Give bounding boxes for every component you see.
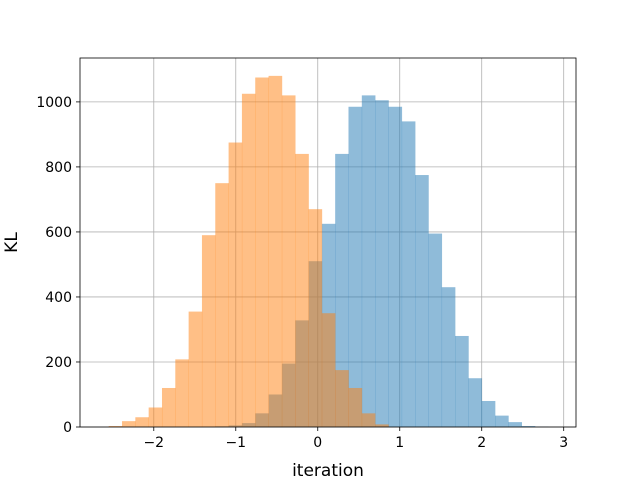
plot-frame [79,57,577,428]
histogram-bar [321,313,336,427]
histogram-bar [481,400,496,427]
histogram-bar [268,75,283,428]
y-axis-label: KL [2,232,22,253]
x-tick-label: 3 [559,435,568,451]
histogram-bar [375,100,389,428]
histogram-bar [122,421,136,427]
histogram-bar [241,93,256,427]
y-tick-label: 0 [63,420,72,436]
histogram-bar [295,153,309,428]
histogram-bar [255,77,269,428]
histogram-bar [521,426,536,427]
histogram-bar [335,153,349,428]
histogram-bar [188,311,203,427]
histogram-bar [361,95,376,427]
x-tick-label: 1 [395,435,404,451]
histogram-bar [348,106,363,428]
histogram-bar [228,142,243,428]
histogram-bar [361,413,376,427]
histogram-bar [388,106,403,428]
histogram-bar [495,415,509,427]
x-tick-label: 2 [477,435,486,451]
histogram-bar [108,426,123,427]
histogram-bar [161,387,176,427]
histogram-bar [281,95,296,427]
histogram-bar [375,424,389,427]
histogram-bars [108,75,549,428]
x-tick-label: −1 [225,435,246,451]
histogram-bar [175,359,189,427]
y-tick-label: 1000 [36,95,72,111]
histogram-bar [401,121,416,427]
x-tick-label: 0 [313,435,322,451]
histogram-bar [415,175,429,427]
histogram-bar [441,287,456,427]
histogram-bar [348,387,363,427]
y-tick-label: 800 [45,160,72,176]
histogram-bar [135,417,149,427]
histogram-bar [201,235,216,427]
y-tick-label: 600 [45,225,72,241]
histogram-bar [508,422,522,427]
y-axis-ticks: 0 200 400 600 800 1000 [36,95,80,436]
histogram-bar [148,407,163,427]
histogram-bar [308,209,323,427]
histogram-bar [335,370,349,427]
x-tick-label: −2 [143,435,164,451]
histogram-bar [428,233,443,427]
x-axis-label: iteration [292,461,364,480]
histogram-bar [215,183,229,427]
histogram-bar [468,378,483,427]
x-axis-ticks: −2 −1 0 1 2 3 [143,427,568,451]
y-tick-label: 400 [45,290,72,306]
histogram-bar [455,335,469,427]
y-tick-label: 200 [45,355,72,371]
